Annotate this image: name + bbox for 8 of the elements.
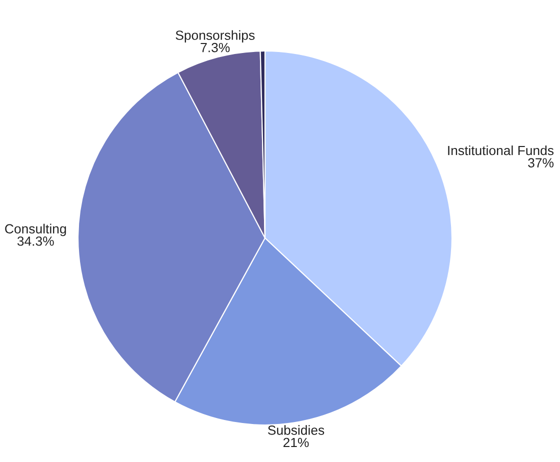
slice-label: Subsidies: [268, 425, 324, 435]
slice-label: Institutional Funds: [448, 145, 554, 156]
data-label: 21%: [283, 438, 309, 448]
slice-label: Consulting: [5, 224, 66, 236]
data-label: 34.3%: [17, 236, 54, 246]
slice-label: Sponsorships: [176, 30, 255, 43]
data-label: 7.3%: [200, 42, 230, 52]
data-label: 37%: [528, 158, 554, 168]
